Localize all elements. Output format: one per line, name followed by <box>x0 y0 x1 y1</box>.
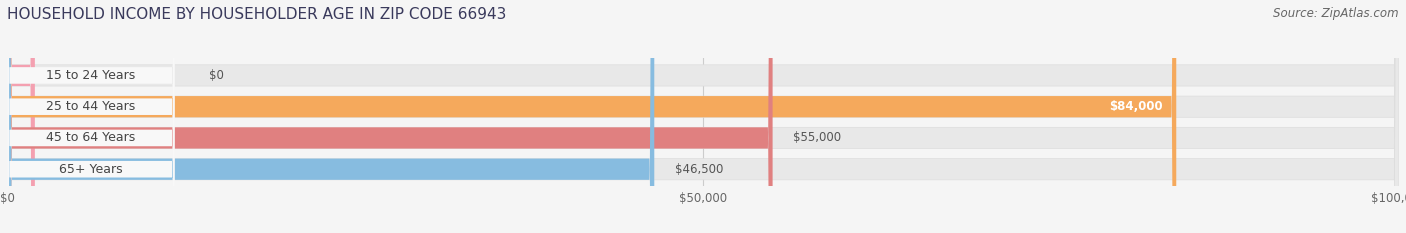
FancyBboxPatch shape <box>7 0 773 233</box>
FancyBboxPatch shape <box>7 0 174 233</box>
Text: 15 to 24 Years: 15 to 24 Years <box>46 69 135 82</box>
FancyBboxPatch shape <box>7 0 174 233</box>
Text: 65+ Years: 65+ Years <box>59 163 122 176</box>
Text: HOUSEHOLD INCOME BY HOUSEHOLDER AGE IN ZIP CODE 66943: HOUSEHOLD INCOME BY HOUSEHOLDER AGE IN Z… <box>7 7 506 22</box>
FancyBboxPatch shape <box>7 0 1399 233</box>
FancyBboxPatch shape <box>7 0 654 233</box>
Text: $84,000: $84,000 <box>1109 100 1163 113</box>
FancyBboxPatch shape <box>7 0 1177 233</box>
Text: $55,000: $55,000 <box>793 131 842 144</box>
FancyBboxPatch shape <box>7 0 174 233</box>
FancyBboxPatch shape <box>7 0 35 233</box>
Text: Source: ZipAtlas.com: Source: ZipAtlas.com <box>1274 7 1399 20</box>
Text: 25 to 44 Years: 25 to 44 Years <box>46 100 135 113</box>
FancyBboxPatch shape <box>7 0 1399 233</box>
Text: 45 to 64 Years: 45 to 64 Years <box>46 131 135 144</box>
Text: $46,500: $46,500 <box>675 163 724 176</box>
FancyBboxPatch shape <box>7 0 1399 233</box>
Text: $0: $0 <box>209 69 224 82</box>
FancyBboxPatch shape <box>7 0 1399 233</box>
FancyBboxPatch shape <box>7 0 174 233</box>
